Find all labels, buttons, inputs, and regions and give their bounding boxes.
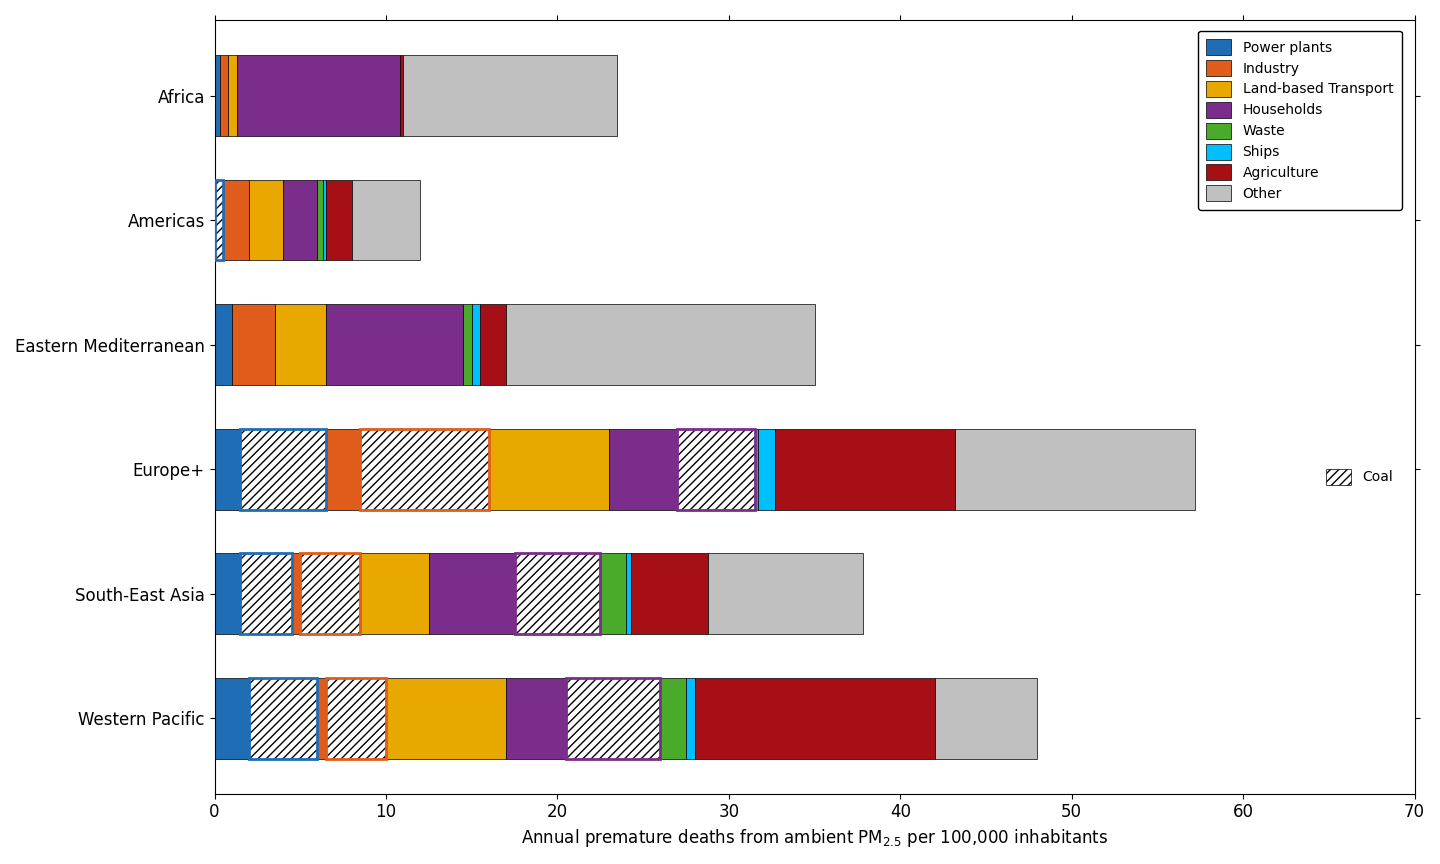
- Bar: [317, 180, 323, 260]
- Bar: [400, 55, 403, 136]
- Bar: [249, 677, 317, 759]
- Bar: [229, 55, 238, 136]
- Bar: [600, 553, 626, 634]
- Bar: [301, 553, 360, 634]
- Bar: [249, 180, 284, 260]
- Bar: [351, 180, 420, 260]
- Bar: [464, 304, 472, 385]
- Bar: [317, 677, 325, 759]
- Bar: [292, 553, 301, 634]
- Bar: [661, 677, 685, 759]
- Bar: [215, 304, 232, 385]
- Bar: [386, 677, 505, 759]
- Bar: [360, 429, 488, 510]
- Bar: [488, 429, 609, 510]
- Bar: [505, 304, 815, 385]
- Bar: [708, 553, 863, 634]
- Bar: [215, 180, 223, 260]
- Bar: [626, 553, 631, 634]
- Bar: [935, 677, 1037, 759]
- Bar: [685, 677, 694, 759]
- Bar: [238, 55, 400, 136]
- Bar: [566, 677, 661, 759]
- Bar: [220, 55, 229, 136]
- Bar: [955, 429, 1195, 510]
- Bar: [215, 55, 220, 136]
- Bar: [325, 304, 464, 385]
- Bar: [232, 304, 275, 385]
- Bar: [240, 553, 292, 634]
- Bar: [609, 429, 677, 510]
- Bar: [677, 429, 755, 510]
- Bar: [472, 304, 481, 385]
- Bar: [249, 677, 317, 759]
- Bar: [301, 553, 360, 634]
- Bar: [325, 429, 360, 510]
- Bar: [215, 429, 240, 510]
- Bar: [775, 429, 955, 510]
- Bar: [694, 677, 935, 759]
- Bar: [223, 180, 249, 260]
- Bar: [403, 55, 618, 136]
- Bar: [514, 553, 600, 634]
- Bar: [757, 429, 775, 510]
- Bar: [240, 429, 325, 510]
- Bar: [325, 180, 351, 260]
- Bar: [215, 677, 249, 759]
- Bar: [215, 553, 240, 634]
- Bar: [677, 429, 755, 510]
- Bar: [429, 553, 514, 634]
- Bar: [275, 304, 325, 385]
- Bar: [755, 429, 757, 510]
- Bar: [240, 553, 292, 634]
- Bar: [215, 180, 223, 260]
- Bar: [325, 677, 386, 759]
- Bar: [514, 553, 600, 634]
- Bar: [323, 180, 325, 260]
- Bar: [325, 677, 386, 759]
- Bar: [360, 429, 488, 510]
- Bar: [284, 180, 317, 260]
- Bar: [360, 553, 429, 634]
- X-axis label: Annual premature deaths from ambient PM$_{2.5}$ per 100,000 inhabitants: Annual premature deaths from ambient PM$…: [521, 827, 1109, 849]
- Bar: [481, 304, 505, 385]
- Bar: [240, 429, 325, 510]
- Bar: [566, 677, 661, 759]
- Legend: Coal: Coal: [1318, 461, 1401, 492]
- Bar: [631, 553, 708, 634]
- Bar: [505, 677, 566, 759]
